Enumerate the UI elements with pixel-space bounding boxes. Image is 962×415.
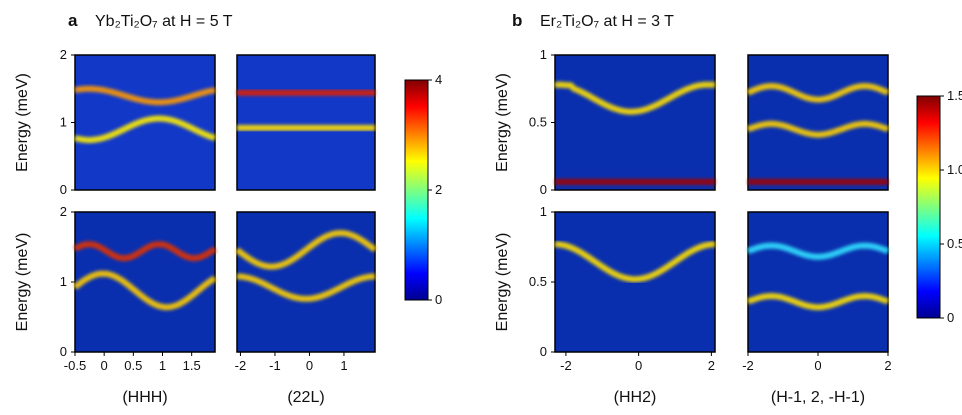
spectrum-band: [73, 270, 217, 311]
y-tick-label: 1: [540, 47, 547, 62]
x-tick-label: 1.5: [183, 358, 201, 373]
spectrum-bands: [74, 85, 216, 144]
spectrum-band: [746, 82, 890, 103]
spectrum-band: [746, 242, 890, 260]
y-tick-label: 1: [60, 115, 67, 130]
spectrum-band: [235, 229, 377, 270]
spectrum-band: [746, 120, 890, 138]
colorbar: [404, 79, 429, 301]
spectrum-bands: [554, 241, 716, 283]
y-axis-label: Energy (meV): [494, 233, 511, 332]
colorbar-tick-label: 0: [947, 310, 954, 325]
spectrum-bands: [235, 229, 377, 302]
panel-label: b: [512, 11, 522, 30]
panel-label: a: [68, 11, 78, 30]
x-tick-label: 0: [635, 358, 642, 373]
x-tick-label: 2: [884, 358, 891, 373]
x-tick-label: 0.5: [124, 358, 142, 373]
y-tick-label: 2: [60, 47, 67, 62]
spectrum-band: [555, 81, 716, 115]
y-tick-label: 1: [540, 204, 547, 219]
y-axis-label: Energy (meV): [14, 73, 31, 172]
x-axis-label: (HHH): [122, 389, 167, 406]
x-tick-label: 0: [306, 358, 313, 373]
heatmap: [236, 54, 376, 191]
spectrum-band: [236, 273, 376, 302]
x-tick-label: 0: [101, 358, 108, 373]
x-axis-label: (22L): [287, 389, 324, 406]
spectrum-band: [74, 85, 216, 106]
heatmap: [554, 54, 716, 191]
x-axis-label: (HH2): [614, 389, 657, 406]
panel-title: Yb₂Ti₂O₇ at H = 5 T: [95, 13, 233, 30]
colorbar-tick-label: 4: [435, 72, 442, 87]
spectrum-bands: [73, 241, 217, 311]
y-tick-label: 0.5: [529, 115, 547, 130]
spectrum-band: [746, 292, 890, 311]
x-tick-label: -2: [235, 358, 247, 373]
x-tick-label: -2: [742, 358, 754, 373]
spectrum-band: [554, 241, 716, 283]
heatmap: [747, 211, 889, 353]
colorbar-tick-label: 2: [435, 182, 442, 197]
colorbar-tick-label: 1.5: [947, 88, 962, 103]
y-tick-label: 2: [60, 204, 67, 219]
x-tick-label: 0: [814, 358, 821, 373]
x-tick-label: 1: [159, 358, 166, 373]
x-tick-label: -0.5: [64, 358, 86, 373]
x-tick-label: -2: [560, 358, 572, 373]
heatmap: [74, 211, 216, 353]
colorbar-tick-label: 0.5: [947, 236, 962, 251]
x-tick-label: 2: [708, 358, 715, 373]
y-tick-label: 0.5: [529, 274, 547, 289]
colorbar-tick-label: 0: [435, 292, 442, 307]
colorbar-tick-label: 1.0: [947, 162, 962, 177]
colorbar: [916, 95, 941, 319]
spectrum-band: [74, 115, 216, 144]
x-tick-label: -1: [269, 358, 281, 373]
x-tick-label: 1: [340, 358, 347, 373]
panel-title: Er₂Ti₂O₇ at H = 3 T: [540, 13, 674, 30]
y-tick-label: 0: [540, 182, 547, 197]
spectrum-bands: [237, 89, 375, 131]
y-axis-label: Energy (meV): [494, 73, 511, 172]
spectrum-bands: [746, 82, 890, 185]
y-axis-label: Energy (meV): [14, 233, 31, 332]
spectrum-bands: [746, 242, 890, 311]
y-tick-label: 1: [60, 274, 67, 289]
x-axis-label: (H-1, 2, -H-1): [771, 389, 865, 406]
spectrum-band: [73, 241, 217, 262]
y-tick-label: 0: [60, 182, 67, 197]
y-tick-label: 0: [60, 344, 67, 359]
spectrum-bands: [555, 81, 716, 185]
y-tick-label: 0: [540, 344, 547, 359]
